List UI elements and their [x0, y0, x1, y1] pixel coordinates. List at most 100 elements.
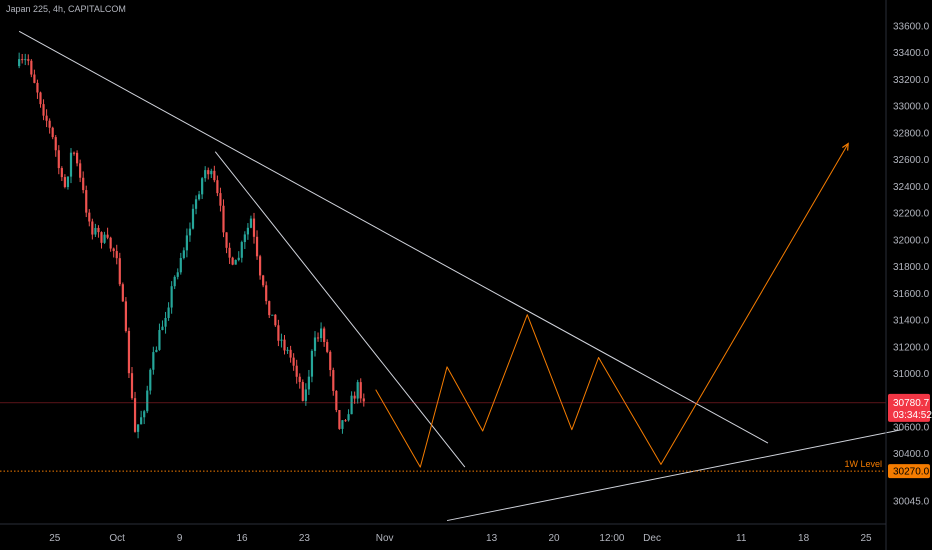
last-price-value: 30780.7: [893, 398, 930, 409]
trendline-group[interactable]: [18, 30, 902, 522]
candle-body: [94, 227, 97, 235]
price-tick-label: 30400.0: [893, 449, 930, 460]
candle-body: [167, 307, 170, 318]
candle-body: [54, 137, 57, 151]
countdown-value: 03:34:52: [893, 410, 932, 421]
candle-body: [140, 417, 143, 425]
candle-body: [201, 178, 204, 195]
candle-body: [85, 190, 88, 213]
candle-body: [143, 411, 146, 418]
candle-body: [57, 150, 60, 169]
candle-body: [103, 234, 106, 243]
level-badge: [888, 464, 930, 479]
candle-body: [243, 234, 246, 243]
candle-body: [149, 369, 152, 391]
candle-body: [219, 193, 222, 206]
candle-body: [164, 317, 167, 327]
candle-body: [112, 248, 115, 252]
price-tick-label: 30600.0: [893, 423, 930, 434]
candle-body: [63, 177, 66, 188]
candle-body: [237, 257, 240, 260]
candle-body: [234, 259, 237, 265]
candle-body: [344, 420, 347, 422]
candle-body: [48, 120, 51, 128]
projection-path[interactable]: [375, 143, 849, 468]
candle-body: [18, 59, 21, 67]
price-tick-label: 31200.0: [893, 342, 930, 353]
candle-body: [91, 221, 94, 235]
candle-body: [197, 194, 201, 200]
candle-body: [289, 349, 292, 358]
candle-body: [115, 251, 118, 259]
price-tick-label: 33000.0: [893, 102, 930, 113]
candle-body: [329, 351, 332, 371]
trendline[interactable]: [18, 30, 769, 444]
candle-body: [27, 59, 30, 61]
candle-body: [82, 177, 85, 191]
candle-body: [298, 376, 301, 382]
candle-body: [228, 247, 231, 258]
candle-body: [350, 395, 353, 415]
time-tick-label: 18: [798, 533, 810, 544]
candle-body: [179, 258, 182, 273]
level-value: 30270.0: [893, 467, 930, 478]
candle-body: [213, 170, 216, 181]
candle-body: [338, 410, 341, 429]
candle-body: [136, 424, 140, 432]
candle-body: [356, 382, 359, 399]
candle-body: [155, 349, 158, 353]
candle-body: [69, 152, 73, 177]
candle-body: [246, 227, 249, 235]
candle-body: [353, 395, 356, 399]
candle-body: [79, 163, 82, 178]
price-badges: 30780.703:34:52 30270.0: [888, 393, 932, 479]
candle-body: [280, 339, 283, 341]
candle-body: [118, 258, 121, 285]
candle-body: [277, 325, 280, 341]
time-tick-label: 11: [736, 533, 747, 544]
candle-body: [127, 330, 131, 374]
candle-body: [130, 373, 134, 399]
price-tick-label: 31800.0: [893, 262, 930, 273]
candle-body: [36, 82, 39, 93]
candle-body: [88, 212, 91, 222]
candle-body: [255, 236, 259, 257]
candle-body: [72, 152, 76, 154]
candle-body: [188, 228, 192, 236]
candle-body: [362, 398, 365, 402]
candle-body: [97, 227, 100, 233]
trendline[interactable]: [446, 429, 902, 522]
candle-body: [45, 115, 48, 121]
time-tick-label: 23: [299, 533, 311, 544]
price-tick-label: 31000.0: [893, 369, 930, 380]
candle-body: [133, 398, 137, 432]
price-tick-label: 31400.0: [893, 316, 930, 327]
candle-body: [252, 218, 256, 237]
candle-body: [210, 170, 213, 175]
candle-series: [18, 52, 365, 439]
trendline[interactable]: [214, 151, 466, 468]
candle-body: [249, 218, 253, 228]
candle-body: [262, 275, 265, 286]
projection-group[interactable]: [375, 142, 849, 468]
candle-body: [191, 208, 195, 229]
candle-body: [146, 390, 149, 412]
candle-body: [152, 352, 155, 370]
candle-body: [301, 381, 304, 401]
candle-body: [295, 365, 298, 377]
price-axis[interactable]: 33600.0 33400.0 33200.0 33000.0 32800.0 32600…: [893, 22, 930, 508]
time-axis[interactable]: 25 Oct 9 16 23 Nov 13 20 12:00 Dec 11 18 25: [49, 533, 872, 544]
candle-body: [310, 350, 314, 377]
candle-body: [185, 235, 188, 251]
candle-body: [326, 342, 329, 352]
candle-body: [121, 284, 124, 302]
level-group: 1W Level: [0, 402, 886, 472]
time-tick-label: Oct: [109, 533, 125, 544]
level-label: 1W Level: [844, 459, 882, 469]
candle-body: [161, 326, 164, 331]
candle-body: [222, 205, 225, 233]
candle-body: [335, 390, 338, 411]
price-tick-label: 33400.0: [893, 48, 930, 59]
